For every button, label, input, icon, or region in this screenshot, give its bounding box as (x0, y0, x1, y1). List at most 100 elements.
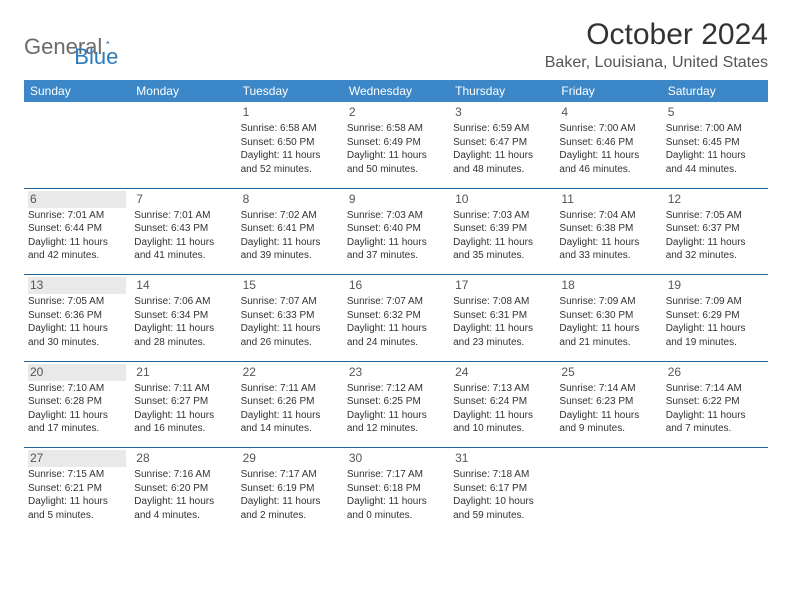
day-cell: 13Sunrise: 7:05 AMSunset: 6:36 PMDayligh… (24, 275, 130, 361)
day-number: 29 (241, 450, 339, 467)
day-number: 28 (134, 450, 232, 467)
day-number: 26 (666, 364, 764, 381)
calendar-body: 1Sunrise: 6:58 AMSunset: 6:50 PMDaylight… (24, 102, 768, 534)
day-details: Sunrise: 6:59 AMSunset: 6:47 PMDaylight:… (453, 121, 551, 176)
dow-header: Monday (130, 80, 236, 102)
day-details: Sunrise: 7:02 AMSunset: 6:41 PMDaylight:… (241, 208, 339, 263)
week-row: 1Sunrise: 6:58 AMSunset: 6:50 PMDaylight… (24, 102, 768, 188)
day-number: 12 (666, 191, 764, 208)
day-number: 3 (453, 104, 551, 121)
dow-header: Tuesday (237, 80, 343, 102)
day-cell: 4Sunrise: 7:00 AMSunset: 6:46 PMDaylight… (555, 102, 661, 188)
day-cell: 18Sunrise: 7:09 AMSunset: 6:30 PMDayligh… (555, 275, 661, 361)
day-details: Sunrise: 7:09 AMSunset: 6:29 PMDaylight:… (666, 294, 764, 349)
day-cell: 30Sunrise: 7:17 AMSunset: 6:18 PMDayligh… (343, 448, 449, 534)
day-details: Sunrise: 7:14 AMSunset: 6:22 PMDaylight:… (666, 381, 764, 436)
day-number: 22 (241, 364, 339, 381)
day-details: Sunrise: 7:11 AMSunset: 6:26 PMDaylight:… (241, 381, 339, 436)
day-cell: 26Sunrise: 7:14 AMSunset: 6:22 PMDayligh… (662, 362, 768, 448)
day-cell: 5Sunrise: 7:00 AMSunset: 6:45 PMDaylight… (662, 102, 768, 188)
day-details: Sunrise: 7:11 AMSunset: 6:27 PMDaylight:… (134, 381, 232, 436)
day-details: Sunrise: 7:13 AMSunset: 6:24 PMDaylight:… (453, 381, 551, 436)
day-details: Sunrise: 7:18 AMSunset: 6:17 PMDaylight:… (453, 467, 551, 522)
day-details: Sunrise: 7:07 AMSunset: 6:33 PMDaylight:… (241, 294, 339, 349)
week-row: 20Sunrise: 7:10 AMSunset: 6:28 PMDayligh… (24, 362, 768, 448)
day-details: Sunrise: 7:17 AMSunset: 6:18 PMDaylight:… (347, 467, 445, 522)
day-number: 15 (241, 277, 339, 294)
day-cell: 6Sunrise: 7:01 AMSunset: 6:44 PMDaylight… (24, 189, 130, 275)
day-number: 30 (347, 450, 445, 467)
title-block: October 2024 Baker, Louisiana, United St… (545, 18, 768, 72)
day-number: 5 (666, 104, 764, 121)
day-details: Sunrise: 7:03 AMSunset: 6:39 PMDaylight:… (453, 208, 551, 263)
day-cell: 24Sunrise: 7:13 AMSunset: 6:24 PMDayligh… (449, 362, 555, 448)
day-cell: 21Sunrise: 7:11 AMSunset: 6:27 PMDayligh… (130, 362, 236, 448)
day-details: Sunrise: 7:17 AMSunset: 6:19 PMDaylight:… (241, 467, 339, 522)
day-cell: 1Sunrise: 6:58 AMSunset: 6:50 PMDaylight… (237, 102, 343, 188)
logo-text-blue: Blue (74, 44, 118, 70)
empty-cell (555, 448, 661, 534)
day-cell: 17Sunrise: 7:08 AMSunset: 6:31 PMDayligh… (449, 275, 555, 361)
day-number: 2 (347, 104, 445, 121)
day-cell: 19Sunrise: 7:09 AMSunset: 6:29 PMDayligh… (662, 275, 768, 361)
day-number: 24 (453, 364, 551, 381)
day-cell: 16Sunrise: 7:07 AMSunset: 6:32 PMDayligh… (343, 275, 449, 361)
empty-cell (24, 102, 130, 188)
day-details: Sunrise: 7:01 AMSunset: 6:43 PMDaylight:… (134, 208, 232, 263)
day-number: 20 (28, 364, 126, 381)
day-cell: 11Sunrise: 7:04 AMSunset: 6:38 PMDayligh… (555, 189, 661, 275)
day-details: Sunrise: 7:05 AMSunset: 6:36 PMDaylight:… (28, 294, 126, 349)
day-details: Sunrise: 7:00 AMSunset: 6:45 PMDaylight:… (666, 121, 764, 176)
logo: General Blue (24, 18, 118, 70)
day-details: Sunrise: 7:03 AMSunset: 6:40 PMDaylight:… (347, 208, 445, 263)
day-cell: 27Sunrise: 7:15 AMSunset: 6:21 PMDayligh… (24, 448, 130, 534)
day-of-week-row: Sunday Monday Tuesday Wednesday Thursday… (24, 80, 768, 102)
day-number: 21 (134, 364, 232, 381)
day-number: 16 (347, 277, 445, 294)
day-number: 31 (453, 450, 551, 467)
day-cell: 9Sunrise: 7:03 AMSunset: 6:40 PMDaylight… (343, 189, 449, 275)
day-cell: 3Sunrise: 6:59 AMSunset: 6:47 PMDaylight… (449, 102, 555, 188)
day-cell: 25Sunrise: 7:14 AMSunset: 6:23 PMDayligh… (555, 362, 661, 448)
day-details: Sunrise: 7:15 AMSunset: 6:21 PMDaylight:… (28, 467, 126, 522)
day-number: 23 (347, 364, 445, 381)
day-cell: 23Sunrise: 7:12 AMSunset: 6:25 PMDayligh… (343, 362, 449, 448)
day-details: Sunrise: 7:05 AMSunset: 6:37 PMDaylight:… (666, 208, 764, 263)
day-number: 8 (241, 191, 339, 208)
day-details: Sunrise: 7:10 AMSunset: 6:28 PMDaylight:… (28, 381, 126, 436)
calendar-table: Sunday Monday Tuesday Wednesday Thursday… (24, 80, 768, 534)
month-title: October 2024 (545, 18, 768, 52)
week-row: 27Sunrise: 7:15 AMSunset: 6:21 PMDayligh… (24, 448, 768, 534)
day-cell: 20Sunrise: 7:10 AMSunset: 6:28 PMDayligh… (24, 362, 130, 448)
day-number: 27 (28, 450, 126, 467)
dow-header: Thursday (449, 80, 555, 102)
day-details: Sunrise: 6:58 AMSunset: 6:50 PMDaylight:… (241, 121, 339, 176)
day-number: 25 (559, 364, 657, 381)
day-number: 1 (241, 104, 339, 121)
dow-header: Wednesday (343, 80, 449, 102)
day-number: 11 (559, 191, 657, 208)
day-details: Sunrise: 7:07 AMSunset: 6:32 PMDaylight:… (347, 294, 445, 349)
day-cell: 2Sunrise: 6:58 AMSunset: 6:49 PMDaylight… (343, 102, 449, 188)
day-number: 7 (134, 191, 232, 208)
day-details: Sunrise: 6:58 AMSunset: 6:49 PMDaylight:… (347, 121, 445, 176)
calendar-page: General Blue October 2024 Baker, Louisia… (0, 0, 792, 534)
day-details: Sunrise: 7:00 AMSunset: 6:46 PMDaylight:… (559, 121, 657, 176)
day-cell: 31Sunrise: 7:18 AMSunset: 6:17 PMDayligh… (449, 448, 555, 534)
empty-cell (130, 102, 236, 188)
day-number: 6 (28, 191, 126, 208)
dow-header: Friday (555, 80, 661, 102)
day-details: Sunrise: 7:12 AMSunset: 6:25 PMDaylight:… (347, 381, 445, 436)
day-number: 17 (453, 277, 551, 294)
day-details: Sunrise: 7:16 AMSunset: 6:20 PMDaylight:… (134, 467, 232, 522)
empty-cell (662, 448, 768, 534)
day-number: 9 (347, 191, 445, 208)
day-details: Sunrise: 7:04 AMSunset: 6:38 PMDaylight:… (559, 208, 657, 263)
day-cell: 8Sunrise: 7:02 AMSunset: 6:41 PMDaylight… (237, 189, 343, 275)
day-cell: 12Sunrise: 7:05 AMSunset: 6:37 PMDayligh… (662, 189, 768, 275)
day-number: 18 (559, 277, 657, 294)
dow-header: Sunday (24, 80, 130, 102)
week-row: 6Sunrise: 7:01 AMSunset: 6:44 PMDaylight… (24, 189, 768, 275)
day-number: 10 (453, 191, 551, 208)
page-header: General Blue October 2024 Baker, Louisia… (24, 18, 768, 72)
